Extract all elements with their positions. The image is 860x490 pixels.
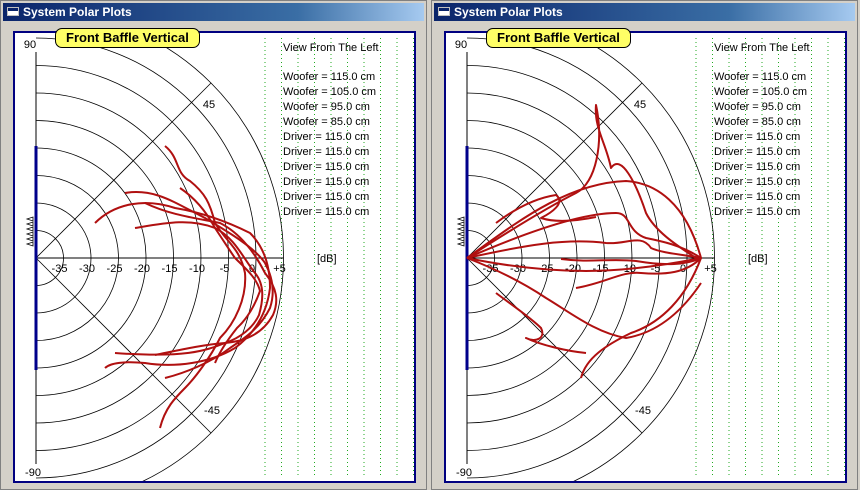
response-curve [466,104,697,259]
plot-title: Front Baffle Vertical [55,28,200,48]
driver-icon [25,221,34,227]
legend-item: Driver = 115.0 cm [714,146,801,158]
angle-label-90: 90 [24,39,36,51]
legend-item: Woofer = 115.0 cm [714,71,807,83]
diagonal-45 [35,82,212,259]
db-tick-label: -10 [189,263,205,275]
response-curve [495,194,597,224]
angle-label-minus-90: -90 [25,467,41,479]
angle-label-90: 90 [455,39,467,51]
response-curve [179,187,261,364]
plot-title: Front Baffle Vertical [486,28,631,48]
db-tick-label: -15 [162,263,178,275]
angle-label-minus-90: -90 [456,467,472,479]
response-curve [94,202,271,369]
legend-item: Driver = 115.0 cm [714,161,801,173]
db-tick-label: +5 [704,263,717,275]
diagonal-minus-45 [35,257,212,434]
window-icon[interactable] [438,7,450,16]
db-tick-label: -5 [220,263,230,275]
driver-icon [456,241,465,247]
response-curve [159,145,247,429]
legend-item: Driver = 115.0 cm [283,146,370,158]
legend: View From The Left Woofer = 115.0 cm Woo… [714,41,810,220]
window-title: System Polar Plots [23,5,132,19]
db-tick-label: -20 [565,263,581,275]
response-curve [466,180,702,379]
title-bar[interactable]: System Polar Plots [3,3,424,21]
legend-item: Driver = 115.0 cm [283,206,370,218]
db-unit-label: [dB] [748,253,768,265]
diagonal-45 [466,82,643,259]
response-curve [495,292,587,354]
response-curve [466,239,702,266]
view-label: View From The Left [283,42,379,54]
angle-label-minus-45: -45 [635,405,651,417]
response-curve [466,257,702,339]
db-tick-label: -5 [651,263,661,275]
driver-icon [456,226,465,232]
driver-icon [456,216,465,222]
legend-item: Driver = 115.0 cm [283,176,370,188]
legend-item: Woofer = 105.0 cm [283,86,377,98]
grid-ring [569,33,715,481]
db-tick-label: -15 [593,263,609,275]
response-curve [114,221,264,356]
driver-icon [25,241,34,247]
legend-item: Woofer = 95.0 cm [714,101,801,113]
db-tick-label: -20 [134,263,150,275]
driver-icon [25,231,34,237]
angle-label-45: 45 [203,99,215,111]
driver-icon [456,231,465,237]
legend-item: Woofer = 95.0 cm [283,101,370,113]
polar-plot-area: -35 -30 -25 -20 -15 -10 -5 0 +5 [dB] 90 -90 45 -45 Fr… [13,28,416,483]
polar-plot-window-right: System Polar Plots -35 -30 -25 -20 -15 -10 -5 0… [431,0,858,490]
legend-item: Driver = 115.0 cm [714,131,801,143]
legend-item: Woofer = 105.0 cm [714,86,808,98]
legend-item: Driver = 115.0 cm [283,131,370,143]
window-title: System Polar Plots [454,5,563,19]
response-curve [466,257,702,272]
driver-icon [456,236,465,242]
legend-item: Woofer = 85.0 cm [714,116,801,128]
legend-item: Woofer = 85.0 cm [283,116,370,128]
db-tick-label: -25 [107,263,123,275]
db-tick-label: +5 [273,263,286,275]
driver-icon [25,236,34,242]
polar-plot-area: -35 -30 -25 -20 -15 -10 -5 0 +5 [dB] 90 -90 45 -45 Fr… [444,28,847,483]
view-label: View From The Left [714,42,810,54]
db-unit-label: [dB] [317,253,337,265]
driver-icon [25,216,34,222]
legend-item: Driver = 115.0 cm [283,161,370,173]
angle-label-45: 45 [634,99,646,111]
legend-item: Driver = 115.0 cm [714,206,801,218]
driver-icon [25,226,34,232]
title-bar[interactable]: System Polar Plots [434,3,855,21]
legend: View From The Left Woofer = 115.0 cm Woo… [283,41,379,220]
polar-plot-window-left: System Polar Plots -35 -30 -25 -20 -15 -10 -5 0… [0,0,427,490]
legend-item: Driver = 115.0 cm [714,191,801,203]
window-icon[interactable] [7,7,19,16]
angle-label-minus-45: -45 [204,405,220,417]
db-tick-label: -30 [79,263,95,275]
legend-item: Driver = 115.0 cm [714,176,801,188]
response-curve [124,191,274,379]
diagonal-minus-45 [466,257,643,434]
legend-item: Driver = 115.0 cm [283,191,370,203]
driver-icon [456,221,465,227]
grid-ring [138,33,284,481]
db-tick-label: -35 [52,263,68,275]
response-curve [466,212,702,289]
legend-item: Woofer = 115.0 cm [283,71,376,83]
